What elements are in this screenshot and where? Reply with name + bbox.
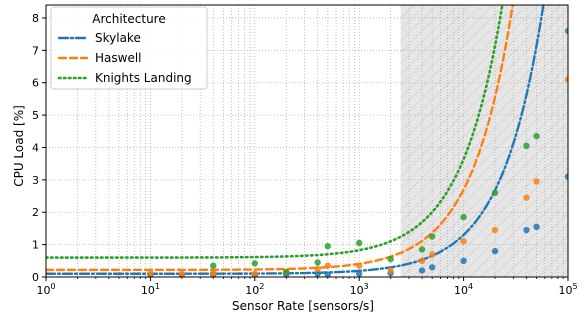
y-tick-label: 6 (32, 77, 39, 90)
y-tick-label: 8 (32, 12, 39, 25)
data-point-skylake (428, 264, 436, 271)
data-point-knights-landing (460, 213, 467, 221)
legend-box (50, 6, 208, 90)
data-point-haswell (314, 265, 321, 273)
data-point-skylake (491, 247, 499, 255)
data-point-skylake (356, 270, 363, 277)
data-point-knights-landing (324, 243, 331, 250)
data-point-knights-landing (564, 27, 568, 35)
y-tick-label: 4 (32, 141, 39, 154)
legend-label-skylake: Skylake (95, 31, 141, 45)
data-point-skylake (324, 271, 331, 277)
data-point-skylake (533, 223, 540, 231)
y-tick-label: 7 (32, 44, 39, 57)
x-tick-label: 102 (245, 282, 264, 297)
y-tick-label: 5 (32, 109, 39, 122)
y-tick-label: 0 (32, 271, 39, 284)
data-point-knights-landing (523, 142, 530, 150)
series-line-knights-landing (46, 5, 504, 259)
data-point-knights-landing (491, 189, 499, 197)
y-tick-label: 1 (32, 239, 39, 252)
y-tick-label: 2 (32, 206, 39, 219)
x-axis-label: Sensor Rate [sensors/s] (232, 299, 374, 313)
data-point-knights-landing (428, 233, 436, 240)
y-tick-label: 3 (32, 174, 39, 187)
data-point-haswell (564, 76, 568, 83)
x-tick-label: 101 (141, 282, 160, 297)
data-point-skylake (523, 226, 530, 234)
data-point-haswell (460, 238, 467, 245)
data-point-knights-landing (418, 246, 426, 253)
data-point-skylake (314, 270, 321, 277)
data-point-haswell (324, 262, 331, 269)
data-point-knights-landing (283, 268, 290, 276)
plot-frame (45, 4, 569, 278)
data-point-haswell (251, 270, 258, 277)
data-point-haswell (533, 178, 540, 185)
data-point-haswell (428, 251, 436, 258)
data-point-skylake (418, 267, 426, 274)
data-point-knights-landing (387, 255, 394, 263)
data-point-skylake (564, 173, 568, 180)
data-point-haswell (418, 257, 426, 265)
data-point-knights-landing (533, 132, 540, 140)
legend-label-knights-landing: Knights Landing (95, 71, 192, 85)
data-point-knights-landing (210, 262, 217, 269)
legend: Architecture Skylake Haswell Knights Landin… (50, 6, 208, 90)
data-point-knights-landing (314, 259, 321, 266)
data-point-haswell (178, 270, 186, 277)
data-point-haswell (147, 269, 154, 277)
data-point-haswell (491, 226, 499, 234)
shaded-region-hatch (400, 5, 568, 277)
legend-title: Architecture (92, 12, 165, 26)
x-tick-label: 104 (454, 282, 473, 297)
data-point-knights-landing (251, 260, 258, 267)
data-point-knights-landing (356, 239, 363, 247)
data-point-haswell (356, 262, 363, 269)
data-point-skylake (460, 257, 467, 265)
legend-label-haswell: Haswell (95, 51, 142, 65)
series-line-skylake (46, 5, 545, 275)
x-tick-label: 105 (558, 282, 577, 297)
y-axis-label: CPU Load [%] (12, 105, 26, 187)
x-tick-label: 100 (36, 282, 55, 297)
data-point-haswell (523, 194, 530, 201)
data-point-haswell (210, 269, 217, 277)
x-tick-label: 103 (350, 282, 369, 297)
series-line-haswell (46, 5, 514, 272)
data-point-haswell (387, 267, 394, 274)
